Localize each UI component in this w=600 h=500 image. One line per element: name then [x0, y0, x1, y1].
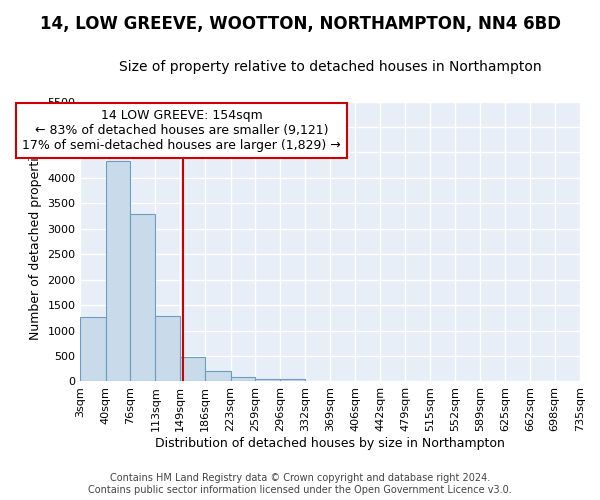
Bar	[255, 378, 280, 382]
Bar	[280, 379, 305, 382]
Bar	[106, 161, 130, 382]
Title: Size of property relative to detached houses in Northampton: Size of property relative to detached ho…	[119, 60, 541, 74]
Bar	[155, 316, 180, 382]
Text: Contains HM Land Registry data © Crown copyright and database right 2024.
Contai: Contains HM Land Registry data © Crown c…	[88, 474, 512, 495]
Bar	[180, 356, 205, 382]
X-axis label: Distribution of detached houses by size in Northampton: Distribution of detached houses by size …	[155, 437, 505, 450]
Bar	[205, 370, 230, 382]
Y-axis label: Number of detached properties: Number of detached properties	[29, 143, 42, 340]
Bar	[80, 317, 106, 382]
Bar	[230, 377, 255, 382]
Text: 14 LOW GREEVE: 154sqm
← 83% of detached houses are smaller (9,121)
17% of semi-d: 14 LOW GREEVE: 154sqm ← 83% of detached …	[22, 109, 341, 152]
Text: 14, LOW GREEVE, WOOTTON, NORTHAMPTON, NN4 6BD: 14, LOW GREEVE, WOOTTON, NORTHAMPTON, NN…	[40, 15, 560, 33]
Bar	[130, 214, 155, 382]
